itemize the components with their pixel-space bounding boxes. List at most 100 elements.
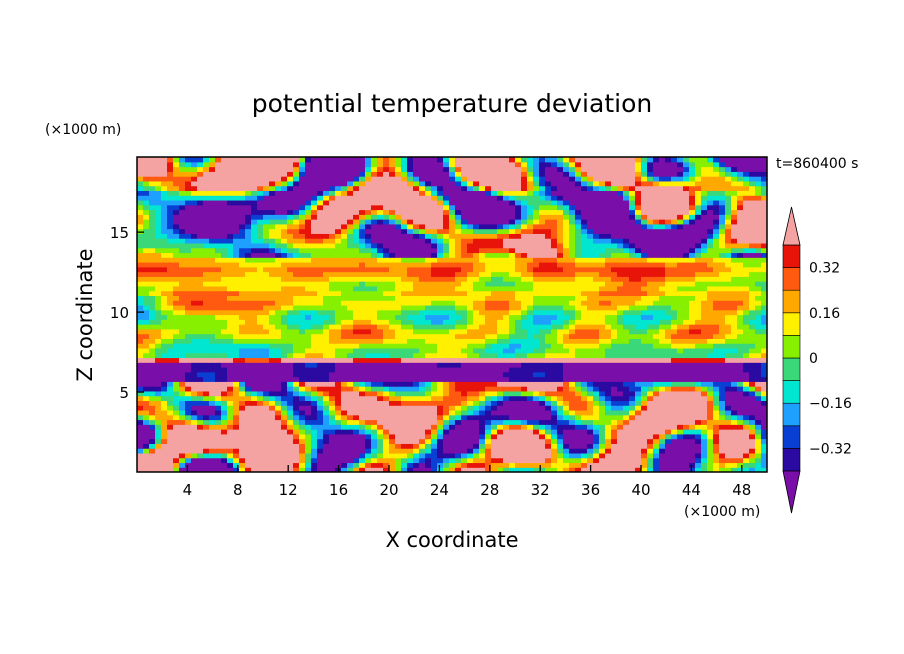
- field-cell: [689, 257, 696, 263]
- field-cell: [317, 443, 324, 449]
- field-cell: [191, 271, 198, 277]
- field-cell: [557, 462, 564, 468]
- field-cell: [233, 333, 240, 339]
- field-cell: [635, 448, 642, 454]
- field-cell: [389, 376, 396, 382]
- field-cell: [611, 352, 618, 359]
- field-cell: [275, 309, 282, 316]
- field-cell: [743, 414, 750, 421]
- field-cell: [653, 333, 660, 339]
- field-cell: [479, 281, 486, 287]
- field-cell: [551, 409, 558, 416]
- field-cell: [689, 443, 696, 449]
- field-cell: [509, 343, 516, 349]
- field-cell: [317, 304, 324, 311]
- field-cell: [227, 262, 234, 268]
- field-cell: [305, 371, 312, 378]
- field-cell: [635, 257, 642, 263]
- field-cell: [755, 347, 762, 354]
- field-cell: [725, 362, 732, 368]
- field-cell: [311, 314, 318, 320]
- field-cell: [407, 290, 414, 297]
- field-cell: [689, 262, 696, 268]
- field-cell: [317, 333, 324, 339]
- field-cell: [233, 376, 240, 382]
- field-cell: [653, 438, 660, 444]
- field-cell: [389, 386, 396, 392]
- field-cell: [629, 357, 636, 363]
- field-cell: [287, 247, 294, 254]
- field-cell: [587, 367, 594, 373]
- field-cell: [299, 424, 306, 430]
- field-cell: [743, 271, 750, 277]
- field-cell: [737, 429, 744, 435]
- field-cell: [611, 400, 618, 406]
- field-cell: [647, 438, 654, 444]
- field-cell: [479, 276, 486, 282]
- field-cell: [593, 386, 600, 392]
- field-cell: [395, 443, 402, 449]
- field-cell: [737, 448, 744, 454]
- field-cell: [287, 266, 294, 273]
- field-cell: [749, 338, 756, 344]
- field-cell: [389, 319, 396, 325]
- field-cell: [647, 433, 654, 440]
- field-cell: [431, 304, 438, 311]
- field-cell: [287, 281, 294, 287]
- field-cell: [527, 443, 534, 449]
- field-cell: [347, 457, 354, 464]
- field-cell: [623, 400, 630, 406]
- field-cell: [491, 424, 498, 430]
- field-cell: [653, 414, 660, 421]
- field-cell: [563, 462, 570, 468]
- field-cell: [329, 266, 336, 273]
- field-cell: [263, 343, 270, 349]
- field-cell: [635, 314, 642, 320]
- field-cell: [467, 419, 474, 425]
- field-cell: [455, 314, 462, 320]
- field-cell: [677, 324, 684, 330]
- field-cell: [305, 338, 312, 344]
- field-cell: [617, 266, 624, 273]
- field-cell: [371, 371, 378, 378]
- field-cell: [323, 433, 330, 440]
- field-cell: [191, 276, 198, 282]
- field-cell: [491, 395, 498, 402]
- field-cell: [269, 290, 276, 297]
- field-cell: [653, 285, 660, 292]
- field-cell: [539, 433, 546, 440]
- field-cell: [347, 419, 354, 425]
- field-cell: [635, 400, 642, 406]
- field-cell: [359, 300, 366, 306]
- field-cell: [245, 304, 252, 311]
- field-cell: [143, 386, 150, 392]
- field-cell: [305, 409, 312, 416]
- field-cell: [713, 285, 720, 292]
- field-cell: [395, 266, 402, 273]
- field-cell: [335, 367, 342, 373]
- field-cell: [629, 414, 636, 421]
- field-cell: [701, 304, 708, 311]
- field-cell: [641, 438, 648, 444]
- field-cell: [173, 381, 180, 387]
- field-cell: [467, 314, 474, 320]
- field-cell: [491, 438, 498, 444]
- field-cell: [287, 448, 294, 454]
- field-cell: [245, 324, 252, 330]
- field-cell: [161, 414, 168, 421]
- field-cell: [371, 462, 378, 468]
- field-cell: [233, 257, 240, 263]
- field-cell: [575, 295, 582, 301]
- field-cell: [497, 419, 504, 425]
- field-cell: [179, 395, 186, 402]
- field-cell: [449, 252, 456, 258]
- field-cell: [245, 357, 252, 363]
- field-cell: [227, 419, 234, 425]
- field-cell: [281, 395, 288, 402]
- field-cell: [149, 386, 156, 392]
- field-cell: [215, 376, 222, 382]
- field-cell: [563, 262, 570, 268]
- field-cell: [719, 467, 726, 472]
- field-cell: [515, 347, 522, 354]
- field-cell: [737, 462, 744, 468]
